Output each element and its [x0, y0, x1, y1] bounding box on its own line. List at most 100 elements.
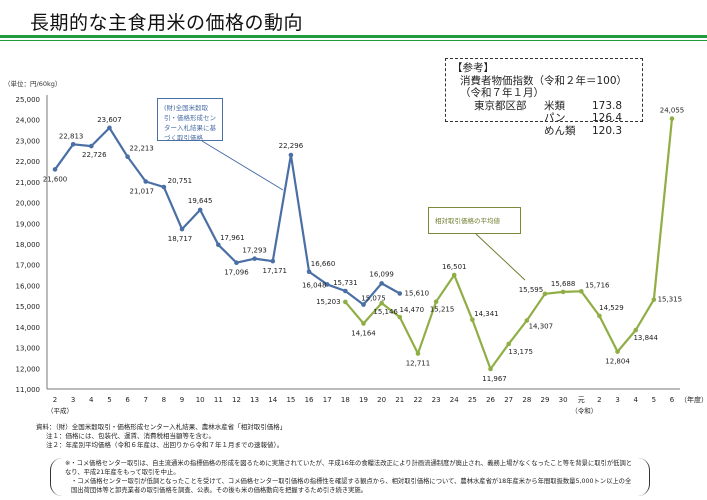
data-point: [179, 226, 185, 232]
data-point: [324, 282, 330, 287]
y-tick-label: 17,000: [16, 262, 41, 270]
x-tick-label: 15: [286, 396, 295, 404]
x-tick-label: 17: [323, 396, 332, 404]
data-label: 11,967: [482, 375, 507, 383]
title-divider-thin: [0, 40, 707, 41]
y-tick-label: 21,000: [16, 179, 41, 187]
green-callout-arrow: [475, 233, 526, 281]
x-tick-label: 20: [377, 396, 386, 404]
x-tick-label: 6: [670, 396, 675, 404]
x-tick-label: 7: [144, 396, 148, 404]
data-point: [397, 314, 403, 320]
y-tick-label: 25,000: [16, 96, 41, 104]
data-point: [451, 272, 457, 278]
y-tick-label: 23,000: [16, 137, 41, 145]
data-label: 13,175: [508, 348, 533, 356]
note-1: 注１：価格には、包装代、運賃、消費税相当額等を含む。: [46, 432, 215, 440]
x-tick-label: 23: [432, 396, 441, 404]
data-label: 18,717: [168, 235, 193, 243]
data-label: 16,048: [302, 281, 327, 289]
x-tick-label: 6: [125, 396, 130, 404]
ref-item-value: 120.3: [592, 124, 623, 137]
data-label: 20,751: [168, 177, 193, 185]
x-axis-label: （年度）: [680, 395, 707, 404]
data-label: 17,293: [242, 247, 267, 255]
x-tick-label: 4: [89, 396, 94, 404]
data-point: [506, 341, 511, 347]
data-label: 19,645: [188, 197, 213, 205]
data-point: [597, 313, 602, 319]
data-label: 12,804: [605, 358, 630, 366]
data-point: [361, 321, 366, 326]
data-label: 15,315: [658, 296, 683, 304]
data-point: [197, 207, 203, 213]
ref-region: 東京都区部: [474, 99, 527, 112]
ref-item-name: 米類: [544, 99, 565, 112]
x-tick-label: 4: [633, 396, 638, 404]
bracket-note-2: ・コメ価格センター取引が低調となったことを受けて、コメ価格センター取引価格の指標…: [71, 478, 632, 494]
ref-item-row: パン 126.4: [452, 112, 636, 125]
x-tick-label: 5: [652, 396, 656, 404]
data-label: 15,610: [405, 290, 430, 298]
x-tick-label: 30: [559, 396, 568, 404]
title-divider: [0, 35, 707, 38]
series-line-1: [54, 126, 401, 306]
x-tick-label: 2: [597, 396, 601, 404]
y-tick-label: 19,000: [16, 220, 41, 228]
data-point: [270, 258, 276, 264]
ref-item-row: めん類 120.3: [452, 125, 636, 138]
bracket-note-1: ※・コメ価格センター取引は、自主流通米の指標価格の形成を図るために実施されていた…: [65, 460, 633, 476]
data-label: 17,096: [224, 269, 249, 277]
data-point: [542, 291, 548, 297]
data-label: 15,716: [585, 281, 610, 289]
ref-item-name: パン: [544, 112, 566, 124]
x-tick-label: 18: [341, 396, 350, 404]
data-point: [379, 300, 384, 306]
x-tick-label: 13: [250, 396, 259, 404]
data-label: 15,203: [316, 298, 341, 306]
y-tick-label: 15,000: [16, 303, 41, 311]
ref-item-value: 173.8: [592, 99, 623, 112]
data-point: [488, 366, 493, 372]
x-tick-label: 11: [214, 396, 223, 404]
x-tick-label: 8: [162, 396, 166, 404]
y-tick-label: 18,000: [16, 241, 41, 249]
green-series-name: 相対取引価格の平均値: [435, 217, 500, 225]
data-point: [651, 297, 657, 302]
data-label: 22,726: [82, 151, 107, 159]
x-tick-label: 21: [395, 396, 404, 404]
data-label: 15,688: [551, 280, 576, 288]
data-label: 16,501: [442, 263, 467, 271]
data-point: [343, 299, 348, 305]
x-tick-label: 26: [486, 396, 495, 404]
data-point: [524, 318, 530, 323]
data-label: 17,171: [263, 267, 288, 275]
data-label: 24,055: [660, 107, 685, 115]
ref-heading: 【参考】: [452, 62, 494, 74]
x-tick-label: 29: [541, 396, 550, 404]
note-2: 注２：年産別平均価格（令和６年産は、出回りから令和７年１月までの速報値）。: [46, 441, 284, 449]
ref-line1: 消費者物価指数（令和２年＝100）: [460, 74, 628, 87]
data-label: 16,099: [369, 270, 394, 278]
data-point: [379, 281, 384, 286]
x-tick-label: 22: [413, 396, 422, 404]
data-label: 21,600: [43, 175, 68, 183]
x-tick-label: 2: [53, 396, 57, 404]
data-point: [216, 242, 221, 248]
blue-callout-arrow: [201, 140, 284, 191]
data-label: 22,296: [279, 142, 304, 150]
data-point: [125, 154, 130, 160]
data-point: [633, 327, 639, 333]
data-point: [234, 260, 239, 266]
data-point: [415, 351, 421, 356]
era-label-reiwa: （令和）: [571, 406, 597, 415]
blue-series-callout: (財)全国米穀取引・価格形成センター入札結果に基づく取引価格: [157, 98, 223, 142]
x-tick-label: 9: [180, 396, 184, 404]
x-tick-label: 25: [468, 396, 477, 404]
data-label: 21,017: [129, 188, 154, 196]
data-point: [397, 291, 403, 296]
data-label: 15,731: [333, 279, 358, 287]
data-point: [578, 289, 584, 294]
data-label: 16,660: [311, 260, 336, 268]
y-tick-label: 14,000: [16, 324, 41, 332]
